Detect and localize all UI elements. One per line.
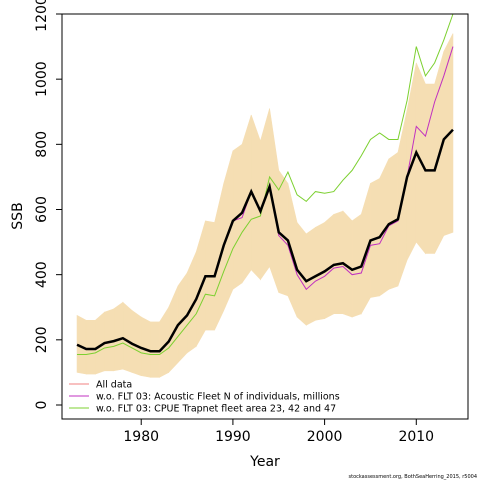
confidence-band — [150, 321, 160, 378]
y-tick-label: 1200 — [34, 0, 50, 32]
confidence-band — [195, 220, 206, 348]
footnote: stockassessment.org, BothSeaHerring_2015… — [349, 474, 478, 480]
y-tick-label: 400 — [34, 261, 50, 288]
confidence-band — [269, 108, 280, 293]
y-tick-label: 1000 — [34, 61, 50, 97]
legend-label: w.o. FLT 03: CPUE Trapnet fleet area 23,… — [96, 404, 336, 415]
x-tick-label: 1980 — [123, 429, 159, 445]
confidence-band — [260, 108, 270, 281]
y-tick-label: 800 — [34, 131, 50, 158]
confidence-band — [85, 319, 96, 375]
confidence-band — [104, 308, 115, 372]
confidence-band — [241, 114, 252, 284]
x-tick-label: 2000 — [307, 429, 343, 445]
confidence-band — [113, 301, 124, 372]
confidence-band — [415, 62, 426, 255]
plot-frame — [61, 13, 469, 420]
x-axis-label: Year — [249, 454, 280, 470]
y-tick-label: 200 — [34, 326, 50, 353]
y-tick-label: 0 — [34, 401, 50, 410]
legend-label: All data — [96, 380, 132, 391]
legend-label: w.o. FLT 03: Acoustic Fleet N of individ… — [96, 392, 340, 403]
series-line — [76, 128, 454, 353]
x-tick-label: 1990 — [215, 429, 251, 445]
y-tick-label: 600 — [34, 196, 50, 223]
y-axis-label: SSB — [10, 202, 26, 229]
confidence-band — [122, 301, 133, 373]
confidence-band — [425, 83, 435, 254]
x-tick-label: 2010 — [398, 429, 434, 445]
